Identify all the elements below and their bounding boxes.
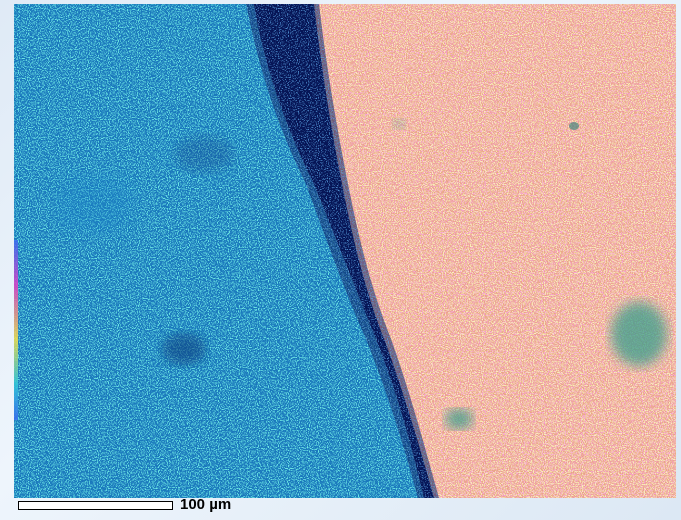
element-map-image	[14, 4, 676, 498]
left-edge-color-strip	[14, 240, 18, 420]
right-phase-region	[314, 4, 676, 498]
scale-bar	[18, 501, 173, 510]
scale-bar-label: 100 µm	[180, 496, 232, 513]
